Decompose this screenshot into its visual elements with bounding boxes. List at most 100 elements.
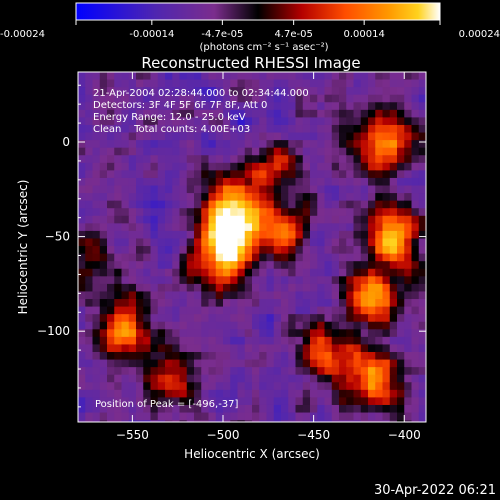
heatmap-cell [150,94,159,103]
heatmap-cell [165,132,173,141]
heatmap-cell [165,215,173,224]
heatmap-cell [92,374,101,383]
heatmap-cell [143,397,152,406]
heatmap-cell [237,200,246,209]
info-line-detectors: Detectors: 3F 4F 5F 6F 7F 8F, Att 0 [93,100,267,111]
heatmap-cell [215,124,224,134]
heatmap-cell [128,124,137,134]
heatmap-cell [143,223,152,232]
heatmap-cell [143,253,152,262]
heatmap-cell [114,283,123,292]
heatmap-cell [324,268,333,277]
heatmap-cell [346,162,355,171]
heatmap-cell [360,276,369,285]
heatmap-cell [165,367,173,376]
heatmap-cell [324,291,333,300]
heatmap-cell [353,193,362,202]
heatmap-cell [85,397,94,406]
heatmap-cell [201,306,210,315]
heatmap-cell [128,94,137,103]
heatmap-cell [389,321,398,330]
heatmap-cell [404,109,413,118]
heatmap-cell [288,170,297,179]
heatmap-cell [157,109,166,118]
heatmap-cell [353,283,362,292]
heatmap-cell [99,72,108,81]
heatmap-cell [331,253,340,262]
heatmap-cell [310,261,318,270]
heatmap-cell [179,321,188,330]
heatmap-cell [397,261,405,270]
heatmap-cell [92,193,101,202]
heatmap-cell [389,230,398,239]
heatmap-cell [165,382,173,391]
heatmap-cell [237,261,246,270]
heatmap-cell [92,314,101,323]
heatmap-cell [201,299,210,308]
heatmap-cell [215,276,224,285]
heatmap-cell [353,367,362,376]
heatmap-cell [165,246,173,255]
heatmap-cell [324,336,333,345]
heatmap-cell [339,132,347,141]
heatmap-cell [259,344,268,353]
heatmap-cell [411,87,420,96]
heatmap-cell [215,253,224,262]
heatmap-cell [150,321,159,330]
heatmap-cell [143,215,152,224]
heatmap-cell [266,359,275,368]
heatmap-cell [353,389,362,398]
heatmap-cell [237,321,246,330]
heatmap-cell [107,404,115,414]
heatmap-cell [237,170,246,179]
heatmap-cell [208,321,217,330]
heatmap-cell [78,87,86,96]
heatmap-cell [165,299,173,308]
heatmap-cell [317,291,326,300]
heatmap-cell [237,329,246,338]
heatmap-cell [397,352,405,361]
heatmap-cell [353,94,362,103]
heatmap-cell [92,246,101,255]
heatmap-cell [331,87,340,96]
heatmap-cell [324,147,333,156]
heatmap-cell [107,253,115,262]
heatmap-cell [353,185,362,194]
heatmap-cell [78,329,86,338]
heatmap-cell [128,283,137,292]
heatmap-cell [252,72,260,81]
heatmap-cell [411,94,420,103]
heatmap-cell [92,185,101,194]
heatmap-cell [237,79,246,88]
heatmap-cell [85,72,94,81]
heatmap-cell [230,117,239,126]
heatmap-cell [375,223,384,232]
heatmap-cell [295,336,304,345]
heatmap-cell [194,261,202,270]
heatmap-cell [150,382,159,391]
heatmap-cell [165,170,173,179]
heatmap-cell [114,420,123,422]
heatmap-cell [230,230,239,239]
heatmap-cell [143,193,152,202]
heatmap-cell [179,79,188,88]
heatmap-cell [259,306,268,315]
heatmap-cell [252,223,260,232]
heatmap-cell [288,404,297,414]
heatmap-cell [107,299,115,308]
heatmap-cell [194,276,202,285]
heatmap-cell [172,185,181,194]
heatmap-cell [230,261,239,270]
heatmap-cell [281,117,289,126]
heatmap-cell [107,314,115,323]
heatmap-cell [353,208,362,217]
heatmap-cell [244,162,253,171]
heatmap-cell [201,397,210,406]
heatmap-cell [136,200,144,209]
heatmap-cell [310,246,318,255]
heatmap-cell [368,291,376,300]
heatmap-cell [382,420,391,422]
heatmap-cell [404,268,413,277]
heatmap-cell [136,359,144,368]
heatmap-cell [121,208,130,217]
